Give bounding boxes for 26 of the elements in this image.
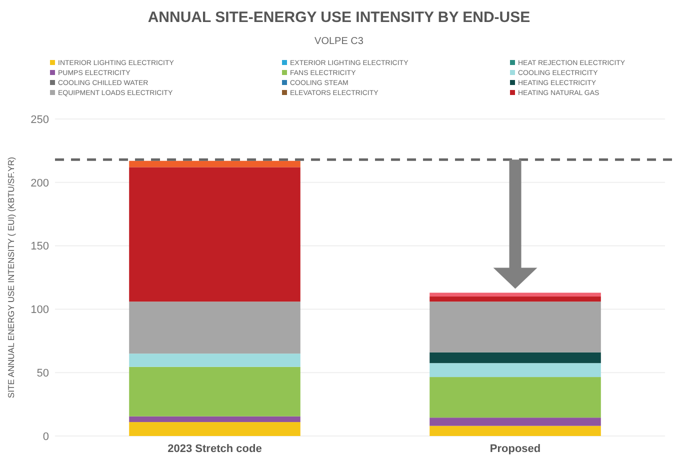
bar [430, 418, 601, 426]
y-tick-label: 0 [42, 430, 49, 443]
bar [430, 292, 601, 297]
bar [129, 422, 300, 436]
bar [430, 352, 601, 364]
bar [430, 426, 601, 436]
bar [430, 363, 601, 378]
x-tick-label: Proposed [490, 443, 541, 455]
bar [129, 302, 300, 354]
bar [430, 302, 601, 352]
y-tick-label: 150 [30, 240, 49, 253]
bar [129, 160, 300, 168]
chart-title: ANNUAL SITE-ENERGY USE INTENSITY BY END-USE [148, 9, 530, 26]
y-tick-label: 100 [30, 304, 49, 316]
bar [430, 377, 601, 418]
chart-subtitle: VOLPE C3 [314, 36, 364, 47]
y-axis-title: SITE ANNUAL ENERGY USE INTENSITY ( EUI) (KBTU/SF.YR) [6, 156, 16, 398]
bar [129, 366, 300, 416]
bar [430, 296, 601, 302]
bar [129, 416, 300, 422]
bar [129, 167, 300, 302]
y-tick-label: 250 [30, 114, 49, 126]
x-tick-label: 2023 Stretch code [168, 443, 262, 455]
bar [129, 354, 300, 367]
y-tick-label: 50 [36, 367, 49, 380]
y-tick-label: 200 [30, 177, 49, 190]
